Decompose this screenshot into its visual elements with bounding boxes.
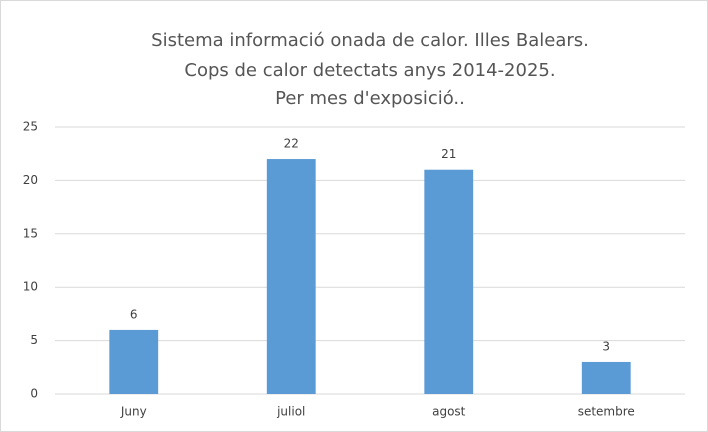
data-label: 6 [130, 307, 138, 321]
chart-title: Per mes d'exposició.. [275, 88, 465, 109]
x-tick-label: agost [432, 405, 466, 419]
data-label: 22 [284, 137, 299, 151]
bar [424, 169, 474, 394]
y-tick-label: 0 [30, 387, 38, 401]
data-label: 3 [602, 339, 610, 353]
y-tick-label: 5 [30, 333, 38, 347]
y-tick-label: 10 [23, 280, 38, 294]
data-label: 21 [441, 147, 456, 161]
chart-title: Sistema informació onada de calor. Illes… [151, 30, 589, 51]
bar [266, 159, 316, 394]
bar [109, 329, 159, 394]
x-tick-label: setembre [578, 405, 635, 419]
bar [581, 361, 631, 394]
x-tick-label: juliol [276, 405, 305, 419]
y-tick-label: 20 [23, 173, 38, 187]
y-tick-label: 25 [23, 120, 38, 134]
y-tick-label: 15 [23, 226, 38, 240]
chart-title: Cops de calor detectats anys 2014-2025. [184, 60, 555, 81]
x-tick-label: Juny [120, 405, 147, 419]
